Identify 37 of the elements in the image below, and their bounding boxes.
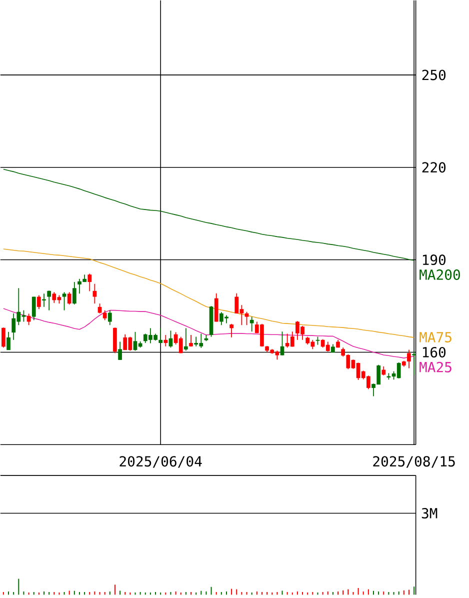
candlestick bbox=[118, 341, 122, 360]
candlestick bbox=[406, 349, 411, 369]
candlestick bbox=[158, 328, 162, 344]
candlestick bbox=[87, 273, 92, 292]
x-tick-label: 2025/06/04 bbox=[120, 456, 202, 468]
candlestick bbox=[32, 296, 36, 321]
candlestick bbox=[412, 351, 416, 376]
candlestick bbox=[42, 293, 46, 308]
candlestick bbox=[72, 282, 76, 305]
candlestick bbox=[112, 327, 117, 354]
candlestick bbox=[168, 330, 172, 348]
candlestick bbox=[46, 290, 51, 311]
candlestick bbox=[244, 311, 248, 326]
candlestick bbox=[102, 310, 107, 321]
candlestick bbox=[67, 292, 72, 305]
candlestick bbox=[36, 294, 41, 310]
y-tick-label: 160 bbox=[422, 346, 446, 358]
x-tick-label: 2025/08/15 bbox=[372, 456, 455, 468]
series-label: MA25 bbox=[419, 362, 452, 372]
candlestick bbox=[98, 303, 102, 314]
candlestick bbox=[184, 328, 188, 352]
candlestick bbox=[6, 331, 10, 350]
candlestick bbox=[108, 310, 112, 326]
series-label: MA75 bbox=[419, 332, 452, 342]
candlestick bbox=[214, 292, 218, 322]
candlestick bbox=[92, 283, 96, 304]
candlestick bbox=[163, 334, 168, 347]
candlestick bbox=[62, 292, 66, 311]
candlestick bbox=[280, 331, 284, 356]
y-tick-label: 220 bbox=[422, 162, 446, 173]
text: 3M bbox=[422, 508, 437, 519]
candlestick bbox=[1, 327, 6, 348]
y-tick-label: 250 bbox=[422, 70, 446, 80]
series-label: MA200 bbox=[419, 269, 460, 280]
y-tick-label: 190 bbox=[422, 254, 446, 266]
candlestick bbox=[250, 316, 254, 332]
candlestick bbox=[229, 323, 234, 338]
